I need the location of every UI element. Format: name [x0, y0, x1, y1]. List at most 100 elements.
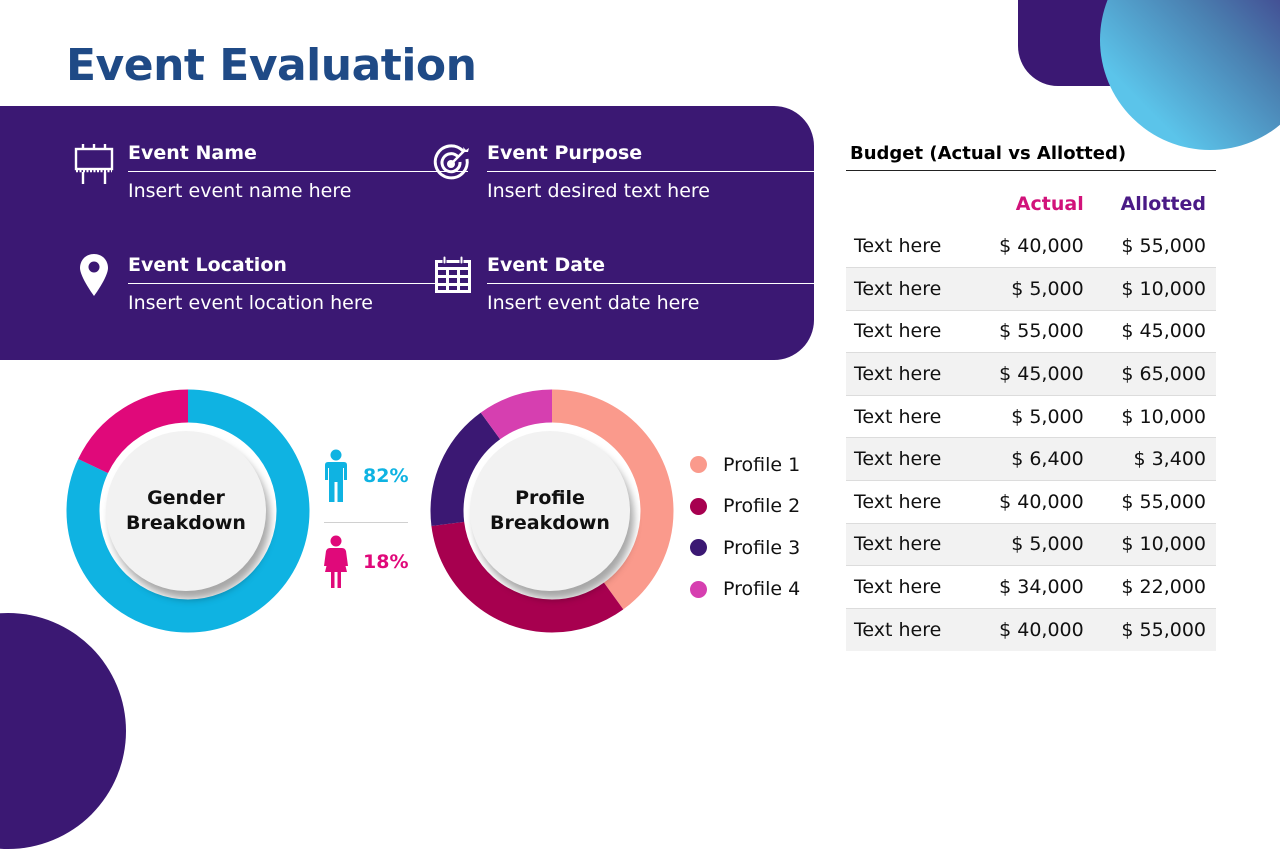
legend-item-profile2: Profile 2 [690, 486, 800, 528]
profile3-segment [430, 389, 674, 633]
table-row: Text here $ 6,400 $ 3,400 [846, 437, 1216, 482]
gender-center-label: Gender Breakdown [106, 431, 266, 591]
row-label[interactable]: Text here [846, 352, 972, 396]
row-label[interactable]: Text here [846, 480, 972, 524]
profile2-segment [430, 389, 674, 633]
female-stat: 18% [323, 535, 408, 589]
legend-label: Profile 4 [723, 578, 801, 601]
event-name-value[interactable]: Insert event name here [128, 180, 352, 202]
profile-center-line1: Profile [515, 487, 585, 509]
male-icon [325, 449, 347, 502]
row-actual[interactable]: $ 40,000 [971, 608, 1094, 651]
table-row: Text here $ 40,000 $ 55,000 [846, 608, 1216, 651]
male-stat: 82% [323, 449, 408, 503]
male-percentage: 82% [363, 465, 409, 487]
legend-dot-icon [690, 580, 707, 598]
row-actual[interactable]: $ 6,400 [971, 437, 1094, 482]
profile-center-line2: Breakdown [490, 512, 610, 534]
gender-center-line2: Breakdown [126, 512, 246, 534]
budget-section: Budget (Actual vs Allotted) Actual Allot… [846, 140, 1216, 651]
event-date-field: Event Date Insert event date here [435, 254, 827, 314]
legend-dot-icon [690, 539, 707, 557]
row-allotted[interactable]: $ 3,400 [1093, 437, 1216, 482]
row-allotted[interactable]: $ 55,000 [1093, 480, 1216, 524]
row-actual[interactable]: $ 55,000 [971, 310, 1094, 354]
row-label[interactable]: Text here [846, 310, 972, 354]
legend-label: Profile 2 [723, 495, 801, 518]
legend-item-profile3: Profile 3 [690, 527, 800, 569]
gender-female-segment [66, 389, 310, 633]
table-row: Text here $ 55,000 $ 45,000 [846, 310, 1216, 354]
profile-donut-chart: Profile Breakdown [430, 389, 674, 633]
female-icon [324, 535, 348, 588]
row-allotted[interactable]: $ 55,000 [1093, 225, 1216, 269]
location-pin-icon [74, 254, 114, 296]
table-row: Text here $ 5,000 $ 10,000 [846, 523, 1216, 567]
event-location-field: Event Location Insert event location her… [80, 254, 468, 314]
row-allotted[interactable]: $ 10,000 [1093, 395, 1216, 439]
row-actual[interactable]: $ 5,000 [971, 523, 1094, 567]
table-row: Text here $ 5,000 $ 10,000 [846, 395, 1216, 439]
billboard-icon [74, 142, 114, 184]
row-actual[interactable]: $ 40,000 [971, 480, 1094, 524]
row-allotted[interactable]: $ 10,000 [1093, 523, 1216, 567]
event-name-label: Event Name [128, 142, 468, 172]
profile4-segment [430, 389, 674, 633]
row-label[interactable]: Text here [846, 395, 972, 439]
row-allotted[interactable]: $ 10,000 [1093, 267, 1216, 311]
event-name-field: Event Name Insert event name here [74, 142, 468, 202]
row-label[interactable]: Text here [846, 608, 972, 651]
table-row: Text here $ 5,000 $ 10,000 [846, 267, 1216, 311]
legend-label: Profile 3 [723, 536, 801, 559]
gender-donut-svg [66, 389, 310, 633]
legend-label: Profile 1 [723, 453, 801, 476]
legend-dot-icon [690, 456, 707, 474]
event-purpose-label: Event Purpose [487, 142, 827, 172]
gender-divider [324, 522, 408, 523]
event-date-label: Event Date [487, 254, 827, 284]
page-title: Event Evaluation [66, 40, 477, 91]
target-icon [433, 142, 473, 184]
budget-header-actual: Actual [1015, 193, 1084, 215]
table-row: Text here $ 45,000 $ 65,000 [846, 352, 1216, 396]
budget-header-allotted: Allotted [1120, 193, 1206, 215]
table-row: Text here $ 34,000 $ 22,000 [846, 565, 1216, 609]
row-allotted[interactable]: $ 65,000 [1093, 352, 1216, 396]
event-location-label: Event Location [128, 254, 468, 284]
budget-header-item [846, 183, 971, 225]
legend-item-profile4: Profile 4 [690, 569, 800, 611]
decorative-gradient-circle [1100, 0, 1280, 150]
event-purpose-value[interactable]: Insert desired text here [487, 180, 710, 202]
row-label[interactable]: Text here [846, 267, 972, 311]
row-label[interactable]: Text here [846, 437, 972, 482]
budget-title: Budget (Actual vs Allotted) [846, 140, 1216, 171]
calendar-icon [433, 254, 473, 296]
row-allotted[interactable]: $ 45,000 [1093, 310, 1216, 354]
row-actual[interactable]: $ 34,000 [971, 565, 1094, 609]
profile-legend: Profile 1 Profile 2 Profile 3 Profile 4 [690, 444, 800, 610]
row-label[interactable]: Text here [846, 225, 972, 269]
row-actual[interactable]: $ 45,000 [971, 352, 1094, 396]
row-allotted[interactable]: $ 22,000 [1093, 565, 1216, 609]
row-label[interactable]: Text here [846, 565, 972, 609]
event-purpose-field: Event Purpose Insert desired text here [433, 142, 827, 202]
row-actual[interactable]: $ 40,000 [971, 225, 1094, 269]
legend-item-profile1: Profile 1 [690, 444, 800, 486]
row-actual[interactable]: $ 5,000 [971, 267, 1094, 311]
budget-table: Actual Allotted Text here $ 40,000 $ 55,… [846, 183, 1216, 651]
budget-header-row: Actual Allotted [846, 183, 1216, 225]
table-row: Text here $ 40,000 $ 55,000 [846, 225, 1216, 269]
event-info-panel: Event Name Insert event name here Event … [0, 106, 827, 360]
row-actual[interactable]: $ 5,000 [971, 395, 1094, 439]
row-label[interactable]: Text here [846, 523, 972, 567]
gender-center-line1: Gender [147, 487, 225, 509]
row-allotted[interactable]: $ 55,000 [1093, 608, 1216, 651]
event-date-value[interactable]: Insert event date here [487, 292, 700, 314]
legend-dot-icon [690, 497, 707, 515]
gender-donut-chart: Gender Breakdown [66, 389, 310, 633]
profile-donut-svg [430, 389, 674, 633]
decorative-purple-circle [0, 613, 126, 849]
profile-center-label: Profile Breakdown [470, 431, 630, 591]
table-row: Text here $ 40,000 $ 55,000 [846, 480, 1216, 524]
event-location-value[interactable]: Insert event location here [128, 292, 373, 314]
